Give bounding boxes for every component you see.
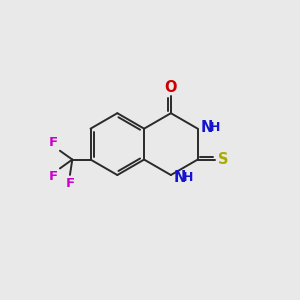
Text: H: H — [210, 121, 220, 134]
Text: F: F — [65, 177, 74, 190]
Text: H: H — [183, 171, 194, 184]
Text: O: O — [165, 80, 177, 94]
Text: F: F — [49, 170, 58, 183]
Text: F: F — [49, 136, 58, 149]
Text: S: S — [218, 152, 229, 167]
Text: N: N — [174, 170, 186, 185]
Text: N: N — [201, 120, 213, 135]
